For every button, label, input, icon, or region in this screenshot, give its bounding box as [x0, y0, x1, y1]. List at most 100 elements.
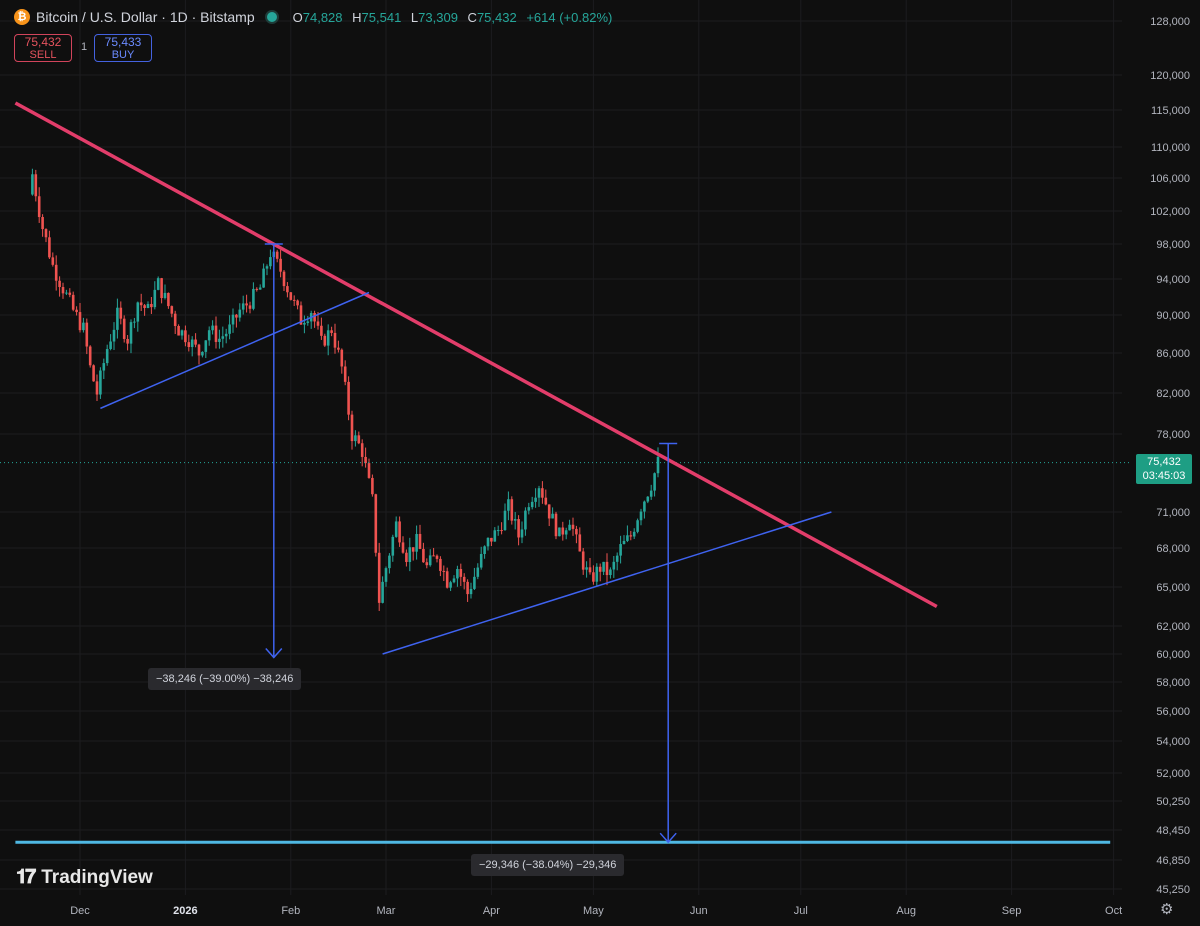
tradingview-logo[interactable]: 𝟏𝟕 TradingView: [16, 866, 153, 889]
candle-body: [391, 536, 395, 556]
time-tick-label: Dec: [70, 905, 90, 917]
candle-body: [150, 303, 153, 308]
candle-body: [340, 349, 344, 367]
candle-body: [48, 237, 51, 258]
close-value: 75,432: [476, 9, 517, 25]
candle-body: [354, 435, 357, 442]
buy-label: BUY: [111, 49, 135, 61]
candle-body: [286, 286, 289, 293]
price-tick-label: 71,000: [1156, 507, 1190, 519]
candle-body: [530, 501, 534, 508]
candle-body: [609, 569, 612, 576]
price-tick-label: 65,000: [1156, 582, 1190, 594]
candlestick-series: [31, 168, 660, 611]
candle-body: [289, 292, 293, 300]
candle-body: [517, 519, 520, 538]
candle-body: [377, 552, 381, 603]
candle-body: [347, 381, 350, 415]
candle-body: [473, 576, 476, 589]
candle-body: [350, 414, 354, 442]
time-tick-label: Jun: [690, 905, 708, 917]
candle-body: [326, 330, 330, 346]
candle-body: [524, 510, 527, 530]
candle-body: [163, 292, 167, 299]
candle-body: [296, 300, 299, 306]
candle-body: [456, 568, 459, 579]
symbol-title[interactable]: Bitcoin / U.S. Dollar · 1D · Bitstamp: [36, 9, 255, 25]
candle-body: [449, 582, 452, 588]
candle-body: [622, 540, 626, 545]
candle-body: [173, 313, 177, 326]
candle-body: [204, 340, 208, 352]
high-value: 75,541: [361, 9, 402, 25]
candle-body: [578, 534, 582, 552]
candle-body: [51, 257, 55, 265]
candle-body: [544, 497, 548, 505]
quantity-value[interactable]: 1: [81, 41, 88, 53]
candle-body: [629, 535, 633, 537]
price-tick-label: 78,000: [1156, 429, 1190, 441]
bar-countdown: 03:45:03: [1142, 470, 1186, 482]
candle-body: [292, 299, 296, 301]
buy-button[interactable]: 75,433 BUY: [94, 34, 152, 62]
price-tick-label: 94,000: [1156, 274, 1190, 286]
candle-body: [357, 435, 361, 444]
buy-price: 75,433: [104, 35, 142, 49]
open-label: O: [292, 9, 303, 25]
candle-body: [337, 347, 340, 350]
time-tick-label: 2026: [173, 905, 197, 917]
candle-body: [561, 527, 565, 535]
candle-body: [534, 497, 537, 502]
candle-body: [299, 305, 303, 325]
last-price-value: 75,432: [1147, 456, 1181, 468]
sell-button[interactable]: 75,432 SELL: [14, 34, 72, 62]
price-tick-label: 62,000: [1156, 621, 1190, 633]
price-tick-label: 98,000: [1156, 239, 1190, 251]
candle-body: [405, 552, 408, 562]
candle-body: [54, 264, 58, 281]
candle-body: [388, 555, 391, 569]
candle-body: [143, 305, 146, 309]
gear-icon[interactable]: ⚙: [1160, 901, 1174, 918]
candle-body: [323, 335, 327, 346]
price-tick-label: 110,000: [1151, 142, 1190, 154]
price-tick-label: 115,000: [1151, 105, 1190, 117]
price-tick-label: 120,000: [1150, 70, 1190, 82]
candle-body: [425, 562, 429, 566]
candle-body: [459, 568, 463, 577]
candle-body: [592, 572, 595, 582]
candle-body: [180, 330, 184, 336]
time-tick-label: Mar: [377, 905, 396, 917]
candle-body: [401, 542, 405, 553]
candle-body: [316, 321, 320, 326]
candle-body: [527, 507, 531, 511]
candle-body: [61, 287, 65, 294]
candle-body: [275, 251, 279, 259]
price-tick-label: 48,450: [1156, 825, 1190, 837]
candle-body: [493, 530, 497, 542]
candle-body: [190, 339, 194, 348]
candle-body: [541, 488, 544, 498]
candle-body: [187, 342, 191, 348]
candle-body: [41, 217, 44, 230]
candle-body: [306, 321, 310, 323]
candle-body: [122, 318, 126, 339]
candle-body: [469, 588, 473, 595]
candle-body: [177, 325, 180, 336]
time-tick-label: Feb: [281, 905, 300, 917]
candle-body: [85, 322, 89, 347]
candle-body: [82, 322, 85, 331]
candle-body: [575, 528, 578, 535]
bitcoin-icon: ₿: [14, 9, 30, 25]
candle-body: [241, 303, 245, 310]
candle-body: [367, 463, 371, 478]
close-label: C: [467, 9, 477, 25]
candle-body: [255, 288, 259, 290]
candle-body: [612, 561, 616, 570]
candle-body: [439, 558, 442, 571]
trendline-drawings: [0, 101, 1130, 844]
tradingview-logo-icon: 𝟏𝟕: [16, 866, 36, 888]
candle-body: [479, 553, 483, 568]
measure-arrow-head: [265, 647, 283, 659]
